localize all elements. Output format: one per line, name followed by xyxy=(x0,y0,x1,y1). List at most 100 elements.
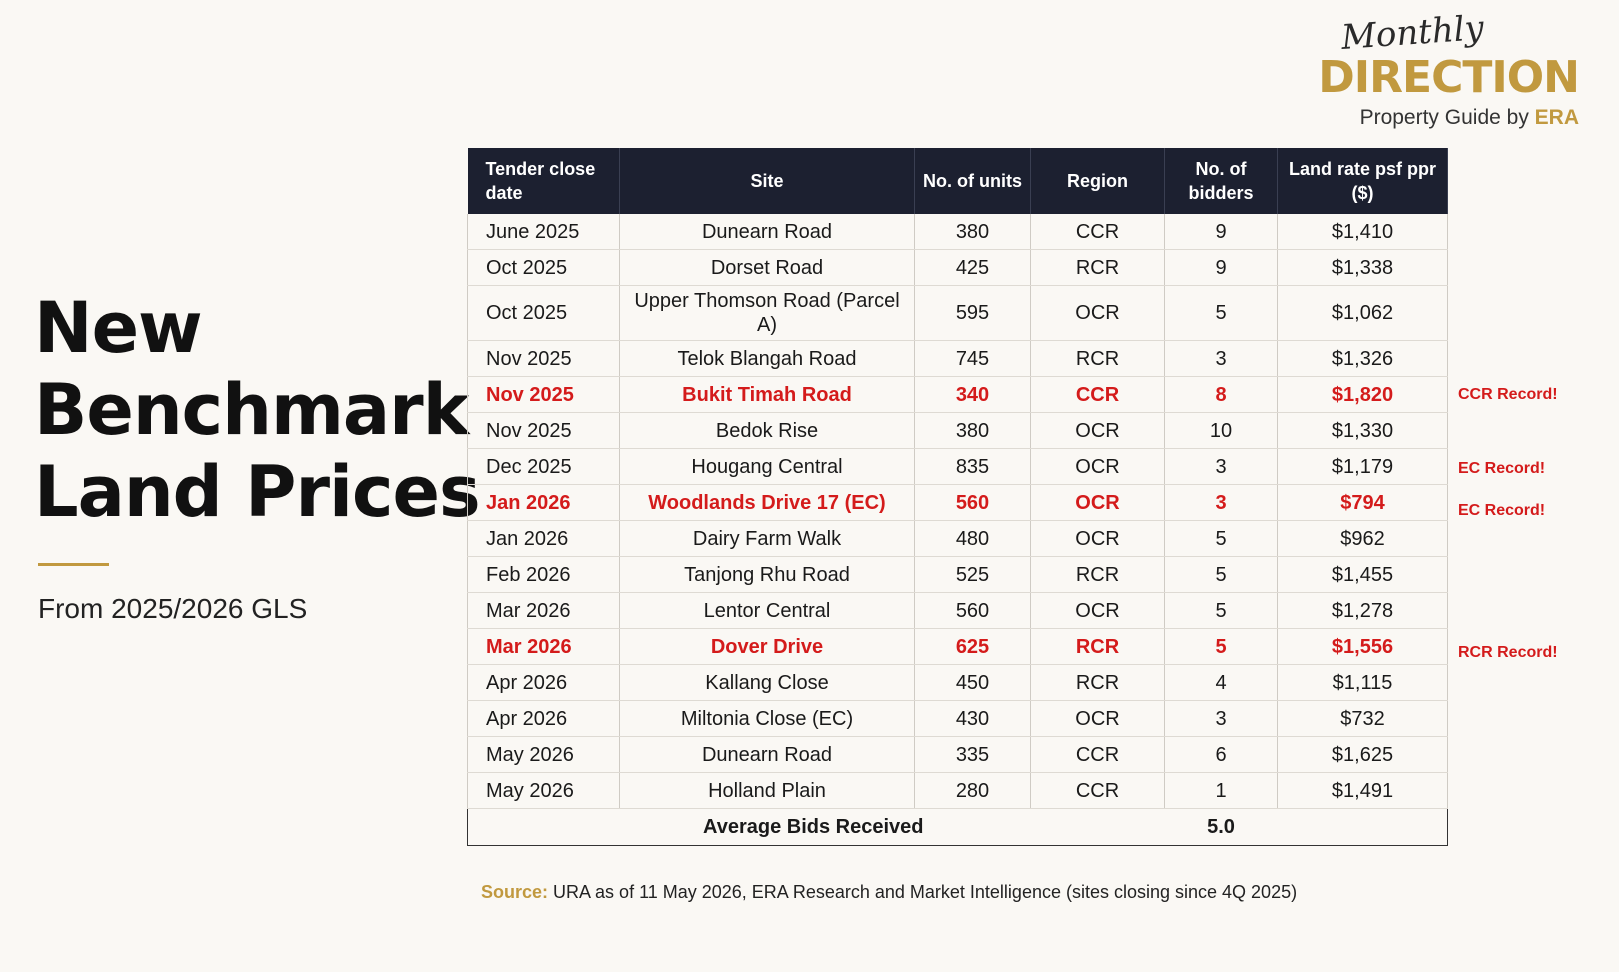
cell-units: 380 xyxy=(914,214,1031,250)
cell-region: CCR xyxy=(1030,376,1165,413)
cell-region: RCR xyxy=(1030,628,1165,665)
cell-region: OCR xyxy=(1030,285,1165,341)
header-cell: No. of bidders xyxy=(1164,148,1278,214)
cell-rate: $962 xyxy=(1277,520,1448,557)
cell-site: Lentor Central xyxy=(619,592,915,629)
cell-date: Nov 2025 xyxy=(467,412,620,449)
cell-bidders: 3 xyxy=(1164,700,1278,737)
cell-rate: $1,491 xyxy=(1277,772,1448,809)
table-header: Tender close date Site No. of units Regi… xyxy=(467,148,1448,214)
cell-date: Feb 2026 xyxy=(467,556,620,593)
gls-table: Tender close date Site No. of units Regi… xyxy=(467,148,1448,846)
header-cell: Site xyxy=(619,148,915,214)
cell-rate: $1,326 xyxy=(1277,340,1448,377)
era-logo: Monthly DIRECTION Property Guide by ERA xyxy=(1318,8,1580,130)
cell-bidders: 3 xyxy=(1164,340,1278,377)
cell-rate: $1,278 xyxy=(1277,592,1448,629)
average-row: Average Bids Received 5.0 xyxy=(467,808,1448,846)
cell-rate: $1,115 xyxy=(1277,664,1448,701)
cell-bidders: 9 xyxy=(1164,214,1278,250)
cell-date: June 2025 xyxy=(467,214,620,250)
cell-site: Bedok Rise xyxy=(619,412,915,449)
cell-units: 430 xyxy=(914,700,1031,737)
table-row: Mar 2026 Dover Drive 625 RCR 5 $1,556 xyxy=(467,628,1448,665)
cell-date: Mar 2026 xyxy=(467,592,620,629)
table-body: June 2025 Dunearn Road 380 CCR 9 $1,410 Oct 20… xyxy=(467,214,1448,846)
logo-brand-text: DIRECTION xyxy=(1318,52,1580,103)
source-text: URA as of 11 May 2026, ERA Research and … xyxy=(548,882,1298,902)
cell-region: CCR xyxy=(1030,736,1165,773)
cell-units: 340 xyxy=(914,376,1031,413)
average-value: 5.0 xyxy=(1164,808,1278,846)
page-subtitle: From 2025/2026 GLS xyxy=(38,593,308,624)
cell-bidders: 8 xyxy=(1164,376,1278,413)
cell-site: Upper Thomson Road (Parcel A) xyxy=(619,285,915,341)
table-row: Feb 2026 Tanjong Rhu Road 525 RCR 5 $1,455 xyxy=(467,556,1448,593)
cell-region: OCR xyxy=(1030,592,1165,629)
cell-rate: $794 xyxy=(1277,484,1448,521)
header-cell: Tender close date xyxy=(467,148,620,214)
cell-units: 835 xyxy=(914,448,1031,485)
title-divider xyxy=(38,563,109,566)
cell-site: Dover Drive xyxy=(619,628,915,665)
record-note: EC Record! xyxy=(1458,502,1546,519)
cell-bidders: 5 xyxy=(1164,556,1278,593)
cell-date: Dec 2025 xyxy=(467,448,620,485)
cell-rate: $1,410 xyxy=(1277,214,1448,250)
page-title: New Benchmark Land Prices xyxy=(34,287,481,533)
cell-bidders: 5 xyxy=(1164,592,1278,629)
average-label: Average Bids Received xyxy=(467,808,1165,846)
cell-date: Oct 2025 xyxy=(467,285,620,341)
cell-region: OCR xyxy=(1030,448,1165,485)
cell-units: 335 xyxy=(914,736,1031,773)
cell-bidders: 6 xyxy=(1164,736,1278,773)
cell-region: OCR xyxy=(1030,484,1165,521)
cell-bidders: 3 xyxy=(1164,448,1278,485)
cell-units: 525 xyxy=(914,556,1031,593)
cell-date: May 2026 xyxy=(467,736,620,773)
record-note: RCR Record! xyxy=(1458,644,1558,661)
cell-site: Telok Blangah Road xyxy=(619,340,915,377)
table-row: Nov 2025 Telok Blangah Road 745 RCR 3 $1,326 xyxy=(467,340,1448,377)
cell-rate: $1,820 xyxy=(1277,376,1448,413)
cell-units: 625 xyxy=(914,628,1031,665)
logo-subtitle: Property Guide by ERA xyxy=(1318,106,1579,130)
title-line: Land Prices xyxy=(34,451,481,533)
cell-region: CCR xyxy=(1030,214,1165,250)
table-row: Dec 2025 Hougang Central 835 OCR 3 $1,179 xyxy=(467,448,1448,485)
cell-region: OCR xyxy=(1030,700,1165,737)
cell-region: RCR xyxy=(1030,249,1165,286)
cell-site: Hougang Central xyxy=(619,448,915,485)
cell-site: Dairy Farm Walk xyxy=(619,520,915,557)
header-cell: No. of units xyxy=(914,148,1031,214)
table-row: May 2026 Holland Plain 280 CCR 1 $1,491 xyxy=(467,772,1448,809)
logo-script-text: Monthly xyxy=(1339,8,1486,58)
cell-rate: $1,455 xyxy=(1277,556,1448,593)
cell-rate: $732 xyxy=(1277,700,1448,737)
cell-rate: $1,556 xyxy=(1277,628,1448,665)
record-note: EC Record! xyxy=(1458,460,1546,477)
cell-bidders: 4 xyxy=(1164,664,1278,701)
table-row: June 2025 Dunearn Road 380 CCR 9 $1,410 xyxy=(467,214,1448,250)
cell-date: Oct 2025 xyxy=(467,249,620,286)
cell-site: Dorset Road xyxy=(619,249,915,286)
cell-units: 425 xyxy=(914,249,1031,286)
cell-region: RCR xyxy=(1030,664,1165,701)
cell-bidders: 9 xyxy=(1164,249,1278,286)
cell-region: RCR xyxy=(1030,556,1165,593)
cell-site: Woodlands Drive 17 (EC) xyxy=(619,484,915,521)
cell-date: Mar 2026 xyxy=(467,628,620,665)
cell-date: Apr 2026 xyxy=(467,664,620,701)
cell-units: 745 xyxy=(914,340,1031,377)
cell-region: OCR xyxy=(1030,412,1165,449)
cell-date: Nov 2025 xyxy=(467,340,620,377)
cell-bidders: 10 xyxy=(1164,412,1278,449)
table-row: Nov 2025 Bedok Rise 380 OCR 10 $1,330 xyxy=(467,412,1448,449)
cell-bidders: 1 xyxy=(1164,772,1278,809)
table-row: Nov 2025 Bukit Timah Road 340 CCR 8 $1,820 xyxy=(467,376,1448,413)
table-row: Apr 2026 Miltonia Close (EC) 430 OCR 3 $732 xyxy=(467,700,1448,737)
cell-bidders: 5 xyxy=(1164,520,1278,557)
cell-bidders: 5 xyxy=(1164,628,1278,665)
cell-units: 560 xyxy=(914,592,1031,629)
cell-site: Holland Plain xyxy=(619,772,915,809)
